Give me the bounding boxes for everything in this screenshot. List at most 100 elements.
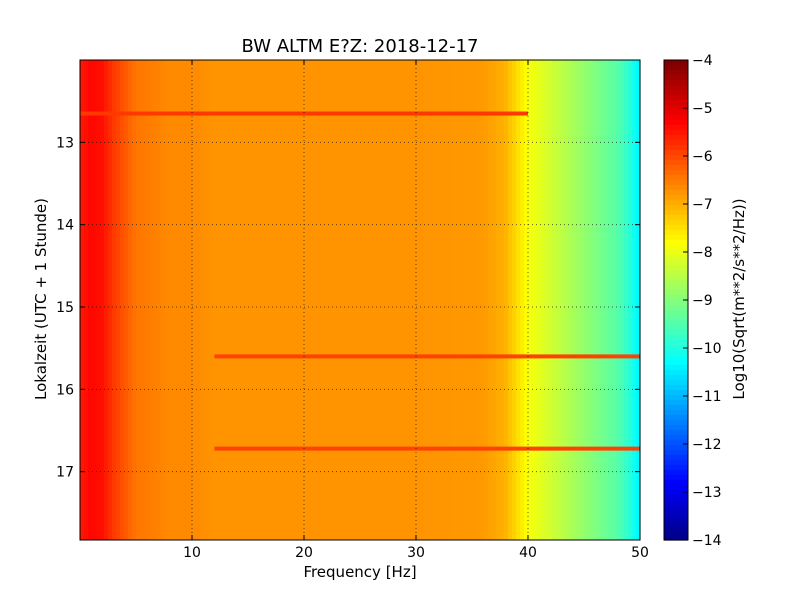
heatmap-cell	[140, 60, 145, 540]
y-tick-label: 15	[56, 300, 74, 316]
colorbar-segment	[664, 280, 688, 286]
colorbar-segment	[664, 220, 688, 226]
heatmap-cell	[404, 60, 409, 540]
colorbar-segment	[664, 155, 688, 161]
colorbar-segment	[664, 190, 688, 196]
heatmap-cell	[388, 60, 393, 540]
colorbar-segment	[664, 395, 688, 401]
colorbar-segment	[664, 75, 688, 81]
colorbar: −4 −5 −6 −7 −8 −9 −10 −11 −12 −13 −14	[663, 53, 722, 549]
heatmap-cell	[392, 60, 397, 540]
heatmap-cell	[180, 60, 185, 540]
heatmap-cell	[144, 60, 149, 540]
heatmap-cell	[464, 60, 469, 540]
heatmap-cell	[208, 60, 213, 540]
heatmap-cell	[576, 60, 581, 540]
heatmap-cell	[456, 60, 461, 540]
heatmap-cell	[288, 60, 293, 540]
colorbar-segment	[664, 180, 688, 186]
heatmap-cell	[224, 60, 229, 540]
heatmap-cell	[336, 60, 341, 540]
colorbar-segment	[664, 120, 688, 126]
colorbar-segment	[664, 235, 688, 241]
colorbar-segment	[664, 440, 688, 446]
heatmap-cell	[340, 60, 345, 540]
heatmap-cell	[236, 60, 241, 540]
heatmap-cell	[596, 60, 601, 540]
heatmap-cell	[564, 60, 569, 540]
heatmap-cell	[192, 60, 197, 540]
heatmap-cell	[132, 60, 137, 540]
heatmap-cell	[216, 60, 221, 540]
heatmap-cell	[204, 60, 209, 540]
colorbar-segment	[664, 100, 688, 106]
heatmap-cell	[544, 60, 549, 540]
colorbar-segment	[664, 240, 688, 246]
heatmap-cell	[600, 60, 605, 540]
heatmap-cell	[372, 60, 377, 540]
heatmap-cell	[268, 60, 273, 540]
heatmap-cell	[400, 60, 405, 540]
heatmap-cell	[112, 60, 117, 540]
heatmap-cell	[368, 60, 373, 540]
heatmap-cell	[352, 60, 357, 540]
heatmap-cell	[496, 60, 501, 540]
heatmap-cell	[376, 60, 381, 540]
colorbar-segment	[664, 115, 688, 121]
heatmap-cell	[220, 60, 225, 540]
heatmap-cell	[256, 60, 261, 540]
y-tick-label: 13	[56, 135, 74, 151]
heatmap-cell	[280, 60, 285, 540]
heatmap-cell	[296, 60, 301, 540]
colorbar-segment	[664, 385, 688, 391]
colorbar-segment	[664, 520, 688, 526]
colorbar-segment	[664, 205, 688, 211]
heatmap-cell	[472, 60, 477, 540]
heatmap-cell	[612, 60, 617, 540]
colorbar-segment	[664, 510, 688, 516]
colorbar-segment	[664, 125, 688, 131]
heatmap-cell	[168, 60, 173, 540]
colorbar-segment	[664, 465, 688, 471]
noise-line	[80, 111, 528, 116]
heatmap-cell	[636, 60, 641, 540]
colorbar-tick-label: −10	[692, 341, 722, 357]
noise-line	[214, 354, 640, 359]
heatmap-cell	[512, 60, 517, 540]
heatmap-cell	[384, 60, 389, 540]
heatmap-cell	[616, 60, 621, 540]
heatmap-cell	[580, 60, 585, 540]
colorbar-tick-label: −13	[692, 485, 722, 501]
heatmap-cell	[548, 60, 553, 540]
colorbar-segment	[664, 365, 688, 371]
heatmap-cell	[240, 60, 245, 540]
colorbar-segment	[664, 470, 688, 476]
heatmap-cell	[584, 60, 589, 540]
colorbar-segment	[664, 370, 688, 376]
heatmap-cell	[436, 60, 441, 540]
colorbar-segment	[664, 340, 688, 346]
colorbar-segment	[664, 250, 688, 256]
colorbar-segment	[664, 275, 688, 281]
colorbar-segment	[664, 435, 688, 441]
axis-ticks: 10 20 30 40 50 13 14 15 16 17	[56, 60, 649, 561]
colorbar-tick-label: −9	[692, 293, 713, 309]
y-axis-label: Lokalzeit (UTC + 1 Stunde)	[32, 198, 50, 400]
colorbar-segment	[664, 345, 688, 351]
x-tick-label: 40	[519, 545, 537, 561]
y-tick-label: 14	[56, 218, 74, 234]
heatmap-cell	[148, 60, 153, 540]
heatmap-cell	[528, 60, 533, 540]
colorbar-segment	[664, 70, 688, 76]
colorbar-segment	[664, 255, 688, 261]
heatmap-cell	[284, 60, 289, 540]
heatmap-cell	[480, 60, 485, 540]
colorbar-segment	[664, 270, 688, 276]
colorbar-segment	[664, 405, 688, 411]
chart-title: BW ALTM E?Z: 2018-12-17	[242, 36, 479, 57]
colorbar-segment	[664, 485, 688, 491]
colorbar-segment	[664, 85, 688, 91]
colorbar-segment	[664, 500, 688, 506]
heatmap-cell	[540, 60, 545, 540]
